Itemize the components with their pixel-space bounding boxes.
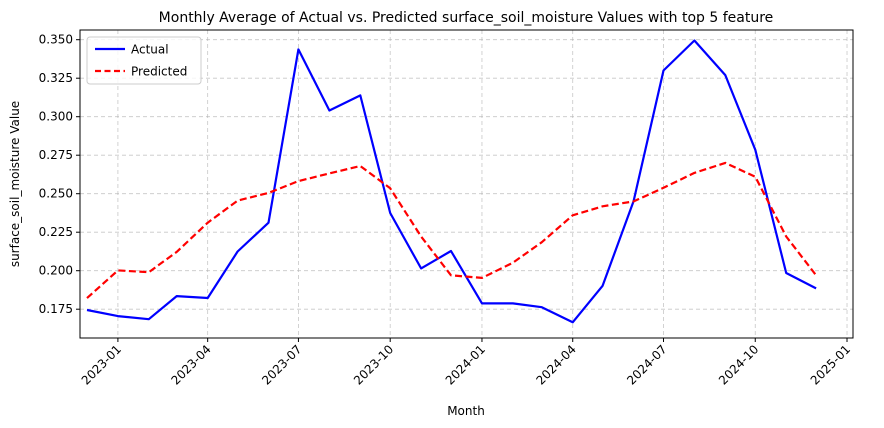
legend: Actual Predicted [86,36,202,85]
y-tick-label: 0.275 [39,148,73,162]
plot-frame [79,29,854,339]
y-tick-label: 0.175 [39,302,73,316]
legend-label-predicted: Predicted [131,65,187,79]
x-axis-label: Month [447,404,485,418]
series-line-predicted [86,161,817,299]
y-tick-label: 0.250 [39,187,73,201]
y-axis-label: surface_soil_moisture Value [8,101,22,267]
series-lines [86,39,817,324]
series-line-actual [86,39,817,324]
y-tick-label: 0.325 [39,71,73,85]
grid [80,30,853,338]
y-tick-label: 0.350 [39,33,73,47]
y-tick-label: 0.225 [39,225,73,239]
y-tick-label: 0.200 [39,264,73,278]
y-axis: 0.175 0.200 0.225 0.250 0.275 0.300 0.325 0.350 [39,33,80,316]
legend-label-actual: Actual [131,43,169,57]
chart-title: Monthly Average of Actual vs. Predicted … [159,10,774,26]
y-tick-label: 0.300 [39,110,73,124]
